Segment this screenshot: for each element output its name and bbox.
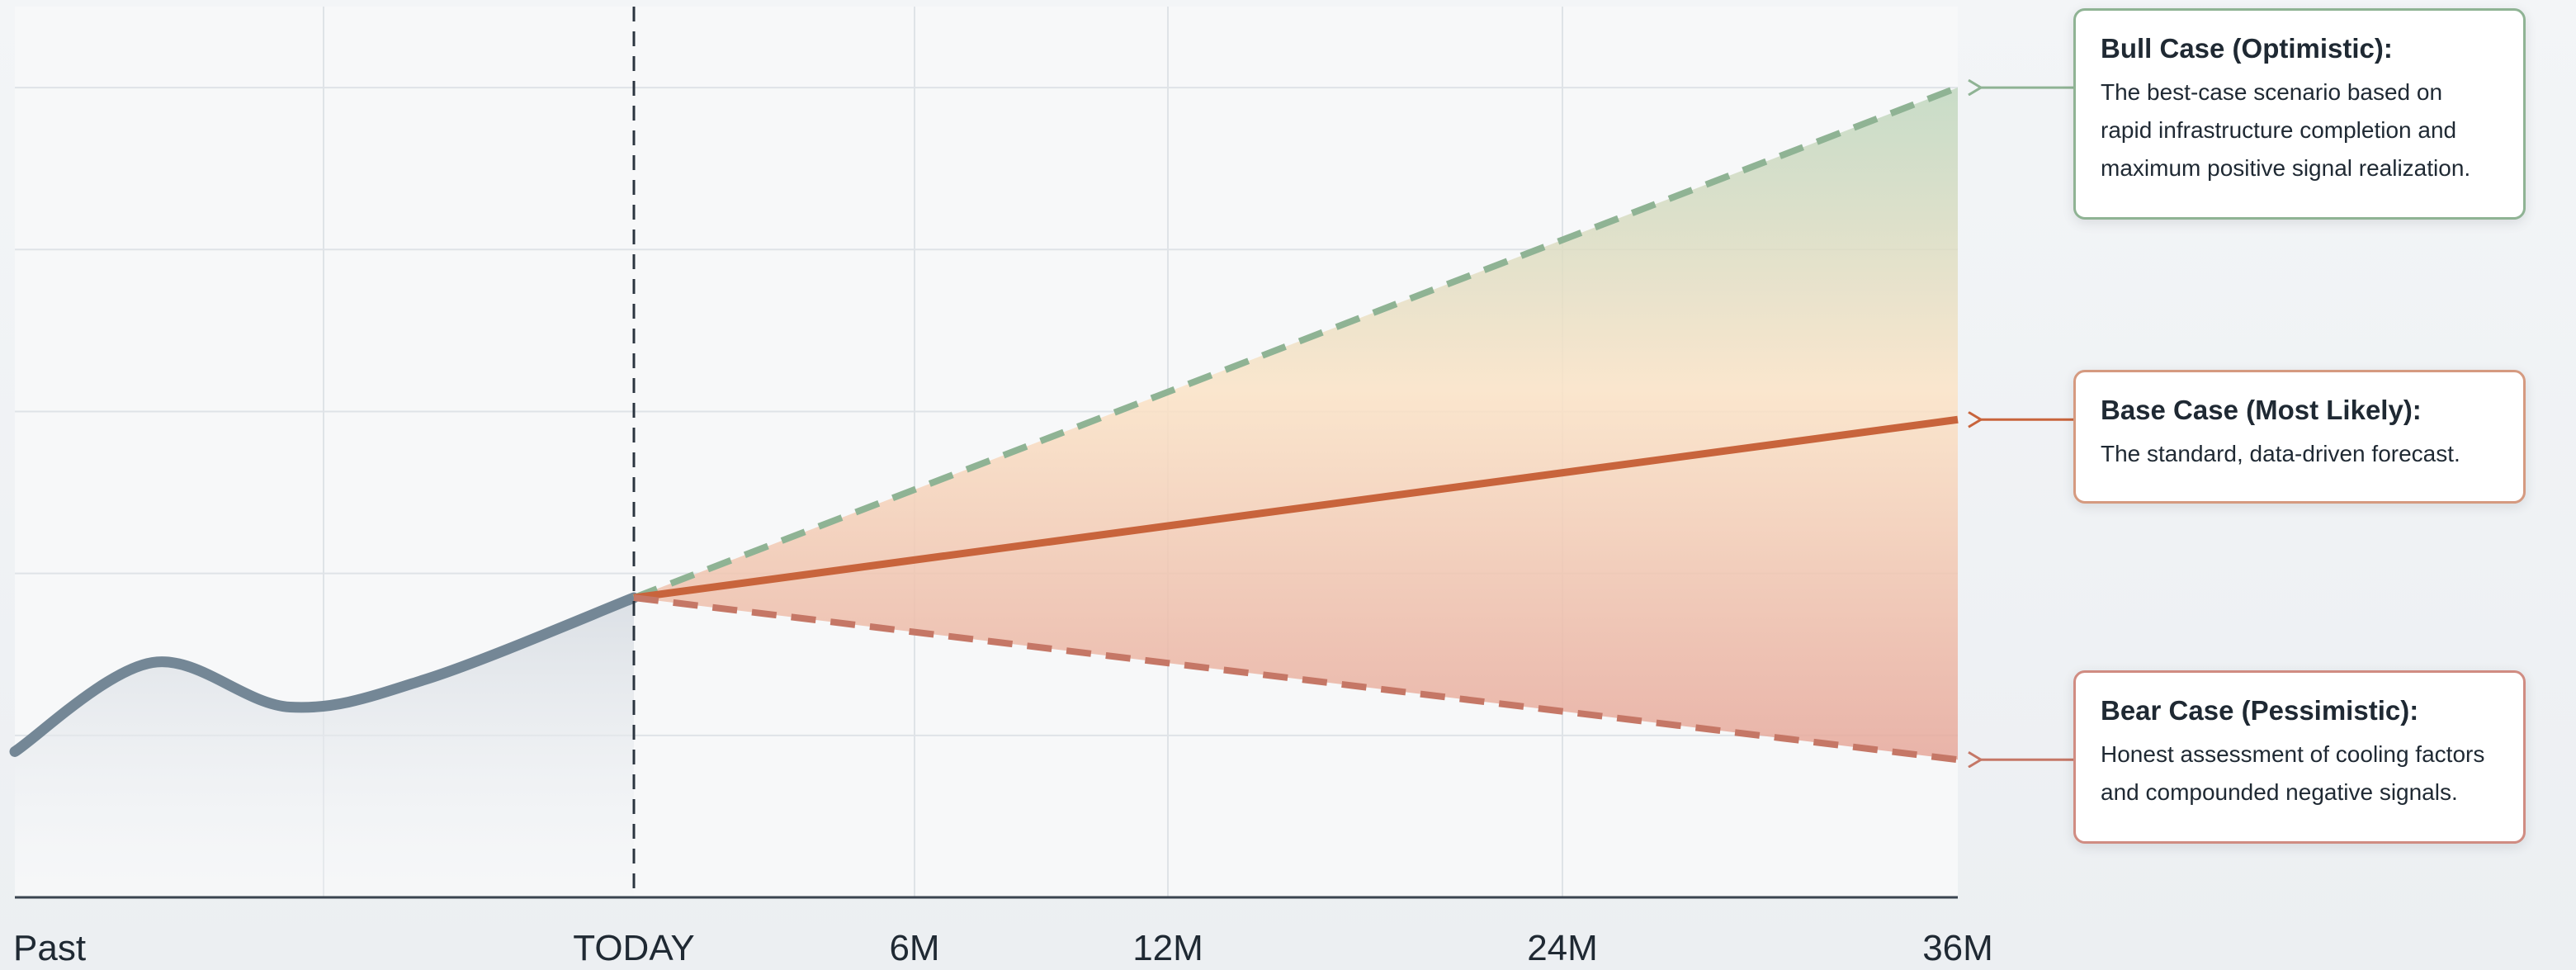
- bear-case-title: Bear Case (Pessimistic):: [2101, 695, 2419, 726]
- historical-area: [15, 598, 634, 897]
- bull-case-description: The best-case scenario based on rapid in…: [2101, 73, 2498, 187]
- axes: [15, 7, 1958, 899]
- forecast-fan-area: [634, 88, 1958, 760]
- bull-case-line-3: maximum positive signal realization.: [2101, 155, 2471, 181]
- x-tick-label: 36M: [1922, 928, 1993, 968]
- x-tick-label: 6M: [889, 928, 939, 968]
- bear-case-callout: Bear Case (Pessimistic): Honest assessme…: [2073, 670, 2526, 844]
- x-tick-label: 12M: [1132, 928, 1203, 968]
- bear-case-series-line: [633, 594, 1959, 764]
- base-case-callout: Base Case (Most Likely): The standard, d…: [2073, 370, 2526, 504]
- bear-case-description: Honest assessment of cooling factors and…: [2101, 736, 2498, 811]
- x-tick-label: 24M: [1527, 928, 1598, 968]
- base-case-line-1: The standard, data-driven forecast.: [2101, 441, 2460, 466]
- base-case-description: The standard, data-driven forecast.: [2101, 435, 2498, 473]
- historical-series-line: [9, 592, 640, 757]
- bull-case-line-2: rapid infrastructure completion and: [2101, 117, 2457, 143]
- bear-case-line-2: and compounded negative signals.: [2101, 779, 2458, 805]
- base-case-series-line: [633, 415, 1959, 602]
- callout-arrows: [1981, 88, 2073, 759]
- bear-case-line-1: Honest assessment of cooling factors: [2101, 741, 2485, 767]
- x-axis-tick-labels: Past TODAY 6M 12M 24M 36M: [13, 928, 1993, 968]
- series-lines: [9, 84, 1959, 764]
- x-tick-label: Past: [13, 928, 86, 968]
- bull-case-callout: Bull Case (Optimistic): The best-case sc…: [2073, 8, 2526, 220]
- base-case-title: Base Case (Most Likely):: [2101, 395, 2422, 425]
- bull-case-title: Bull Case (Optimistic):: [2101, 33, 2393, 64]
- bull-case-line-1: The best-case scenario based on: [2101, 79, 2443, 105]
- forecast-bands: [15, 88, 1958, 897]
- x-tick-label: TODAY: [573, 928, 695, 968]
